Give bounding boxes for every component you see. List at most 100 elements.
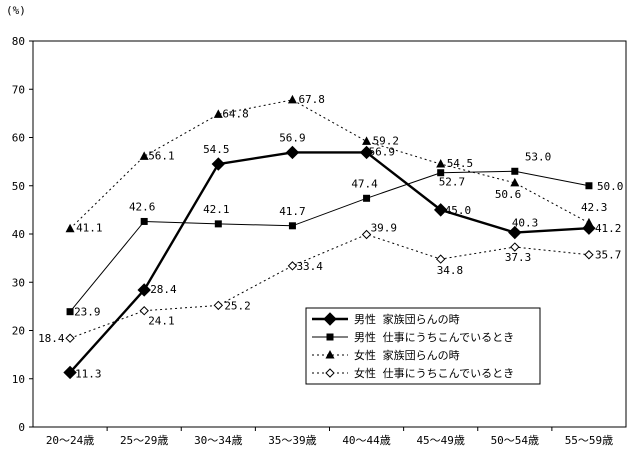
data-point-marker [213, 300, 224, 311]
data-value-label: 28.4 [150, 283, 177, 296]
data-point-marker [323, 312, 337, 326]
data-point-marker [214, 220, 222, 228]
data-point-marker [362, 136, 372, 145]
data-value-label: 50.0 [597, 180, 624, 193]
series-line [69, 151, 590, 374]
data-point-marker [288, 222, 296, 230]
y-axis-tick-label: 0 [18, 421, 25, 434]
data-value-label: 64.8 [222, 107, 249, 120]
data-point-marker [363, 194, 371, 202]
data-value-label: 56.9 [279, 131, 306, 144]
data-point-marker [584, 217, 594, 227]
data-value-label: 41.2 [595, 222, 622, 235]
data-value-label: 50.6 [495, 188, 522, 201]
x-axis-category-label: 55～59歳 [565, 434, 614, 447]
x-axis-category-label: 20～24歳 [46, 434, 95, 447]
data-point-marker [66, 308, 74, 316]
data-point-marker [508, 225, 522, 240]
data-value-label: 33.4 [296, 260, 323, 273]
data-value-label: 53.0 [525, 150, 552, 163]
data-point-marker [63, 365, 77, 380]
data-point-marker [287, 261, 298, 271]
data-point-marker [326, 333, 334, 341]
data-point-marker [213, 109, 223, 118]
data-value-label: 67.8 [298, 93, 325, 106]
data-value-label: 47.4 [351, 177, 378, 190]
series-2 [66, 167, 593, 316]
data-value-label: 41.7 [279, 205, 306, 218]
series-1 [63, 145, 596, 380]
data-value-label: 40.3 [512, 217, 539, 230]
y-axis-tick-label: 50 [12, 180, 25, 193]
data-value-label: 41.1 [76, 222, 103, 235]
series-3 [65, 94, 594, 233]
legend-frame [305, 307, 541, 385]
data-value-label: 24.1 [148, 315, 175, 328]
data-point-marker [510, 242, 520, 252]
legend-item-label: 男性 家族団らんの時 [354, 312, 460, 326]
data-point-marker [65, 223, 75, 233]
data-value-label: 54.5 [203, 143, 230, 156]
series-line [69, 233, 589, 339]
data-point-marker [65, 333, 75, 343]
data-point-marker [584, 250, 594, 260]
data-value-label: 56.1 [148, 149, 175, 162]
y-axis-tick-label: 30 [12, 276, 25, 289]
data-value-label: 45.0 [445, 204, 472, 217]
legend-item: 女性 家族団らんの時 [312, 348, 460, 362]
data-point-marker [137, 283, 151, 297]
data-value-label: 18.4 [38, 332, 65, 345]
data-value-label: 52.7 [439, 176, 466, 189]
data-value-label: 23.9 [74, 306, 101, 319]
data-value-label: 54.5 [447, 157, 474, 170]
legend-item: 男性 仕事にうちこんでいるとき [312, 330, 514, 344]
data-point-marker [361, 229, 372, 240]
data-point-marker [325, 368, 335, 378]
y-axis-tick-label: 40 [12, 228, 25, 241]
data-point-marker [510, 177, 520, 187]
legend-item-label: 女性 仕事にうちこんでいるとき [354, 366, 514, 380]
data-value-label: 42.3 [581, 201, 608, 214]
data-point-marker [211, 157, 226, 171]
legend-item: 男性 家族団らんの時 [312, 312, 460, 326]
data-point-marker [285, 145, 300, 160]
data-point-marker [436, 159, 446, 168]
data-value-label: 35.7 [595, 249, 622, 262]
series-4 [65, 229, 594, 343]
data-point-marker [140, 217, 148, 225]
y-axis-tick-label: 60 [12, 132, 25, 145]
y-axis-tick-label: 20 [12, 325, 25, 338]
data-point-marker [433, 203, 448, 217]
data-value-label: 34.8 [437, 264, 464, 277]
x-axis-category-label: 50～54歳 [491, 434, 540, 447]
data-point-marker [359, 145, 374, 160]
data-value-label: 59.2 [373, 134, 400, 147]
y-axis-tick-label: 10 [12, 373, 25, 386]
x-axis-category-label: 40～44歳 [342, 434, 391, 447]
series-line [69, 170, 590, 312]
legend-item-label: 女性 家族団らんの時 [354, 348, 460, 362]
y-axis-tick-label: 80 [12, 35, 25, 48]
data-point-marker [437, 169, 445, 177]
data-value-label: 25.2 [224, 299, 251, 312]
x-axis-category-label: 30～34歳 [194, 434, 243, 447]
data-point-marker [585, 182, 593, 190]
data-value-label: 42.1 [203, 203, 230, 216]
y-axis-tick-label: 70 [12, 83, 25, 96]
data-point-marker [325, 350, 335, 359]
data-point-marker [139, 306, 149, 316]
data-point-marker [139, 151, 149, 160]
data-value-label: 37.3 [505, 251, 532, 264]
data-point-marker [511, 167, 519, 175]
series-line [69, 99, 590, 230]
y-axis-unit-label: (%) [6, 4, 26, 17]
data-value-label: 56.9 [369, 145, 396, 158]
data-point-marker [435, 254, 446, 264]
data-value-label: 39.9 [371, 221, 398, 234]
x-axis-category-label: 45～49歳 [416, 434, 465, 447]
data-value-label: 42.6 [129, 200, 156, 213]
x-axis-category-label: 35～39歳 [268, 434, 317, 447]
